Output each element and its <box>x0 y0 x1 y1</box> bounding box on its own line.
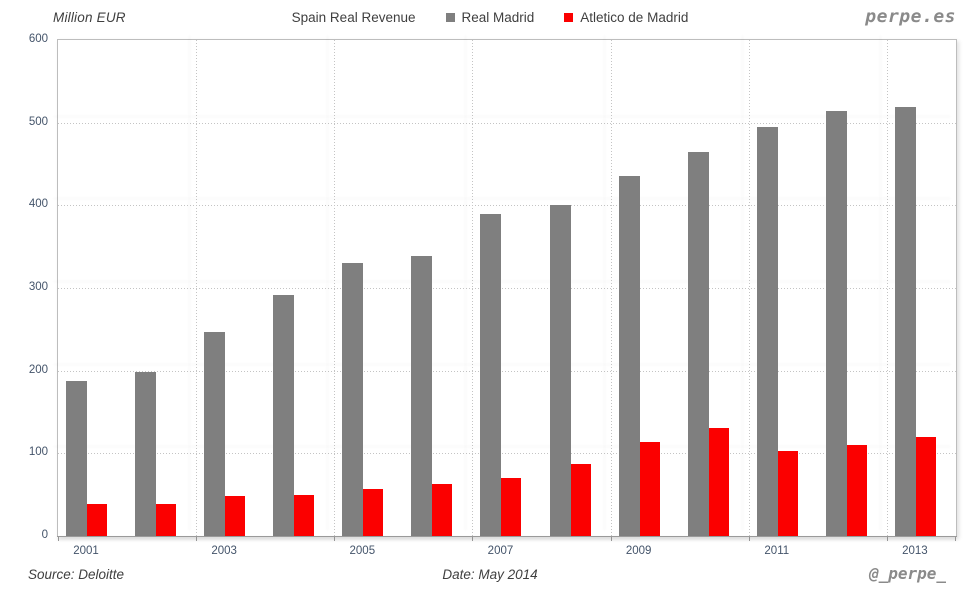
bar-group-2007 <box>472 40 541 536</box>
bar-atletico-de-madrid-2004 <box>294 494 315 536</box>
bar-group-2008 <box>542 40 611 536</box>
legend-marker-atletico-icon <box>564 13 574 22</box>
x-axis-tick <box>472 536 474 541</box>
x-axis-label-2003: 2003 <box>211 545 237 557</box>
legend-label-atletico: Atletico de Madrid <box>580 10 689 25</box>
y-axis-unit-label: Million EUR <box>53 10 126 25</box>
x-axis-label-2013: 2013 <box>902 545 928 557</box>
bar-group-2003 <box>196 40 265 536</box>
bar-real-madrid-2005 <box>342 263 364 536</box>
bar-real-madrid-2013 <box>894 106 916 536</box>
bar-atletico-de-madrid-2002 <box>156 503 177 536</box>
gridline-y-200 <box>58 370 956 372</box>
bars-layer <box>58 40 956 536</box>
bar-atletico-de-madrid-2013 <box>915 436 936 536</box>
y-axis-label-200: 200 <box>28 363 48 376</box>
plot-area <box>57 39 957 541</box>
x-axis-tick <box>196 536 198 541</box>
gridline-x-2011 <box>748 40 750 536</box>
legend-marker-real-madrid-icon <box>445 13 455 22</box>
bar-group-2002 <box>127 40 196 536</box>
brand-logo: perpe.es <box>865 6 956 27</box>
bar-real-madrid-2003 <box>204 331 226 536</box>
chart-header: Spain Real Revenue Real Madrid Atletico … <box>0 10 980 25</box>
bar-group-2001 <box>58 40 127 536</box>
x-axis-tick <box>886 536 888 541</box>
bar-atletico-de-madrid-2001 <box>87 503 107 536</box>
bar-group-2005 <box>334 40 403 536</box>
x-axis-tick <box>748 536 750 541</box>
bar-group-2009 <box>611 40 680 536</box>
x-axis-line <box>57 536 957 537</box>
y-axis-label-0: 0 <box>41 529 48 541</box>
twitter-handle: @_perpe_ <box>868 564 946 583</box>
y-axis-label-500: 500 <box>28 115 48 128</box>
gridline-y-300 <box>58 288 956 289</box>
x-axis-tick <box>58 536 59 541</box>
gridline-x-2005 <box>334 40 336 536</box>
x-axis-label-2001: 2001 <box>73 545 99 557</box>
bar-group-2006 <box>403 40 472 536</box>
source-note: Source: Deloitte <box>28 567 125 582</box>
bar-real-madrid-2011 <box>756 126 778 536</box>
bar-group-2004 <box>265 40 334 536</box>
x-axis-tick <box>610 536 612 541</box>
gridline-x-2007 <box>472 40 474 536</box>
chart-title: Spain Real Revenue <box>291 10 416 25</box>
bar-atletico-de-madrid-2010 <box>708 427 729 536</box>
bar-group-2013 <box>887 40 956 536</box>
legend-item-atletico: Atletico de Madrid <box>564 10 688 25</box>
bar-real-madrid-2007 <box>480 213 502 536</box>
bar-atletico-de-madrid-2003 <box>225 495 246 536</box>
legend-item-real-madrid: Real Madrid <box>445 10 535 25</box>
x-axis-label-2011: 2011 <box>764 545 790 557</box>
bar-atletico-de-madrid-2008 <box>570 464 591 536</box>
bar-group-2010 <box>680 40 749 536</box>
gridline-y-100 <box>58 453 956 455</box>
y-axis-label-400: 400 <box>28 198 48 211</box>
x-axis-label-2007: 2007 <box>487 545 514 557</box>
bar-real-madrid-2006 <box>411 255 433 536</box>
bar-real-madrid-2010 <box>687 152 709 536</box>
bar-group-2011 <box>749 40 818 536</box>
x-axis-label-2005: 2005 <box>349 545 376 557</box>
x-axis-tick <box>955 536 956 541</box>
bar-atletico-de-madrid-2012 <box>846 445 867 536</box>
bar-atletico-de-madrid-2007 <box>501 478 522 536</box>
bar-atletico-de-madrid-2009 <box>639 441 660 536</box>
bar-group-2012 <box>818 40 887 536</box>
bar-atletico-de-madrid-2006 <box>432 483 453 536</box>
y-axis-label-600: 600 <box>28 33 48 45</box>
bar-real-madrid-2009 <box>618 175 640 536</box>
bar-real-madrid-2001 <box>66 381 87 536</box>
date-note: Date: May 2014 <box>442 567 538 582</box>
gridline-y-400 <box>58 205 956 207</box>
x-axis-tick <box>334 536 336 541</box>
y-axis-label-300: 300 <box>28 281 48 293</box>
gridline-x-2013 <box>886 40 888 536</box>
gridline-y-500 <box>58 122 956 124</box>
legend-label-real-madrid: Real Madrid <box>461 10 535 25</box>
x-axis-label-2009: 2009 <box>625 545 652 557</box>
gridline-x-2003 <box>196 40 198 536</box>
bar-real-madrid-2008 <box>549 205 571 536</box>
bar-atletico-de-madrid-2005 <box>363 488 384 536</box>
bar-real-madrid-2002 <box>135 371 157 536</box>
y-axis-label-100: 100 <box>28 446 48 459</box>
gridline-x-2009 <box>610 40 612 536</box>
bar-real-madrid-2004 <box>273 294 295 536</box>
bar-real-madrid-2012 <box>825 111 847 536</box>
bar-atletico-de-madrid-2011 <box>777 450 798 536</box>
